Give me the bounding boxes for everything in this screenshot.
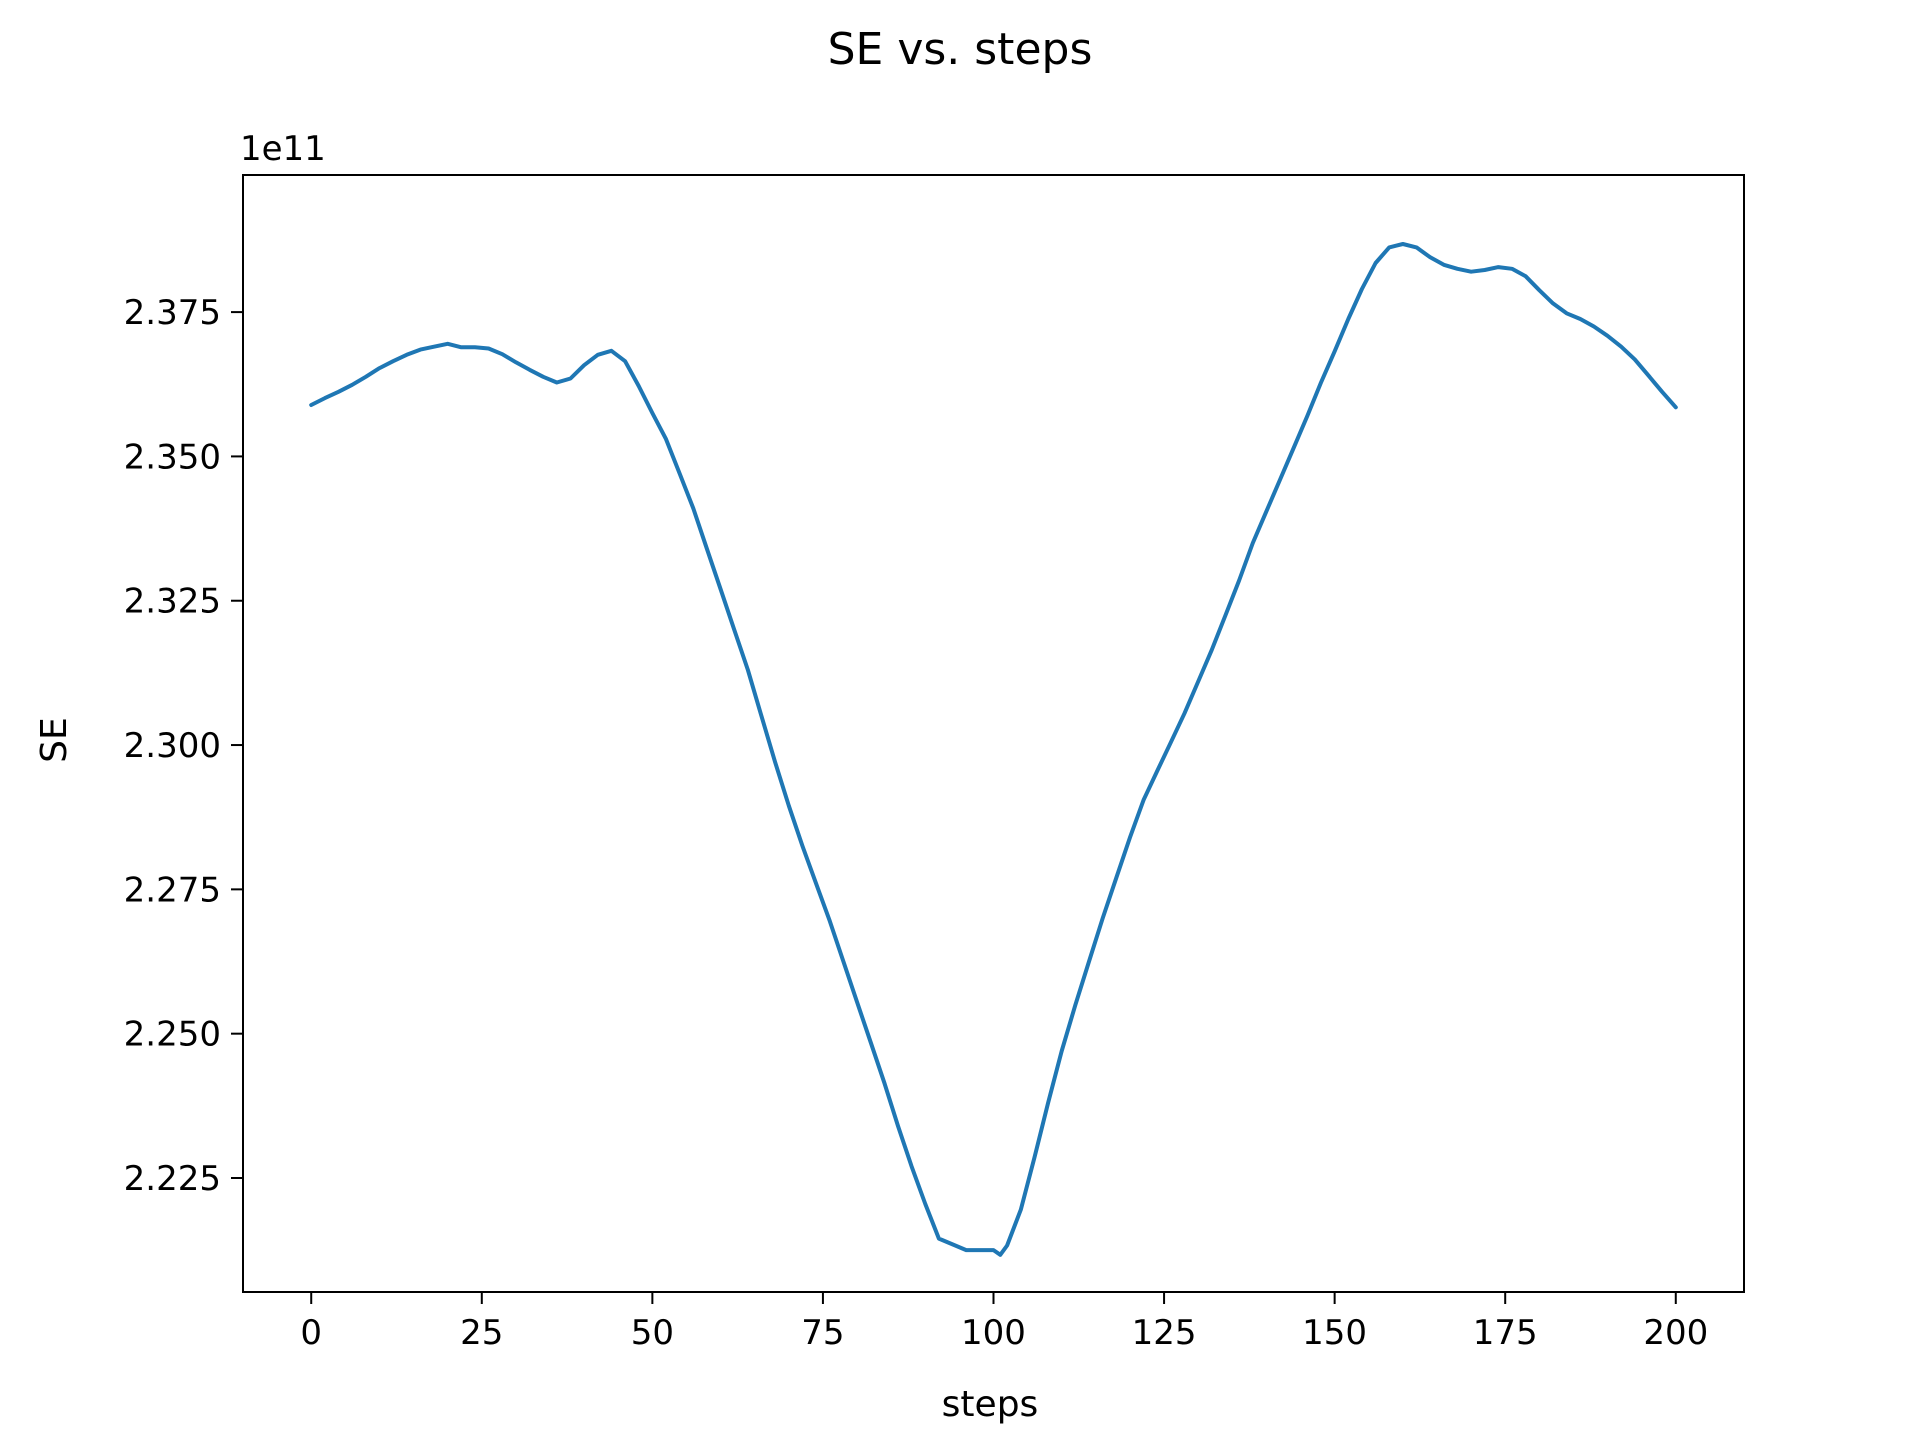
y-tick-label: 2.350 [124,437,221,477]
x-tick-label: 150 [1302,1313,1367,1353]
plot-frame [242,174,1745,1293]
y-tick-label: 2.225 [124,1159,221,1199]
y-ticks: 2.225 2.250 2.275 2.300 2.325 2.350 2.375 [124,293,243,1199]
x-tick-label: 200 [1643,1313,1708,1353]
y-tick-label: 2.325 [124,582,221,622]
x-tick-label: 50 [631,1313,674,1353]
y-axis-label: SE [34,717,75,763]
x-axis-label: steps [942,1384,1039,1425]
x-tick-label: 0 [300,1313,322,1353]
y-tick-label: 2.375 [124,293,221,333]
y-tick-label: 2.300 [124,726,221,766]
x-tick-label: 100 [961,1313,1026,1353]
series-line [309,242,1678,1257]
y-tick-label: 2.250 [124,1015,221,1055]
y-offset-label: 1e11 [240,129,326,169]
chart-title: SE vs. steps [828,24,1093,75]
x-ticks: 0 25 50 75 100 125 150 175 200 [300,1292,1708,1353]
x-tick-label: 25 [460,1313,503,1353]
x-tick-label: 175 [1473,1313,1538,1353]
y-tick-label: 2.275 [124,870,221,910]
x-tick-label: 125 [1132,1313,1197,1353]
x-tick-label: 75 [801,1313,844,1353]
